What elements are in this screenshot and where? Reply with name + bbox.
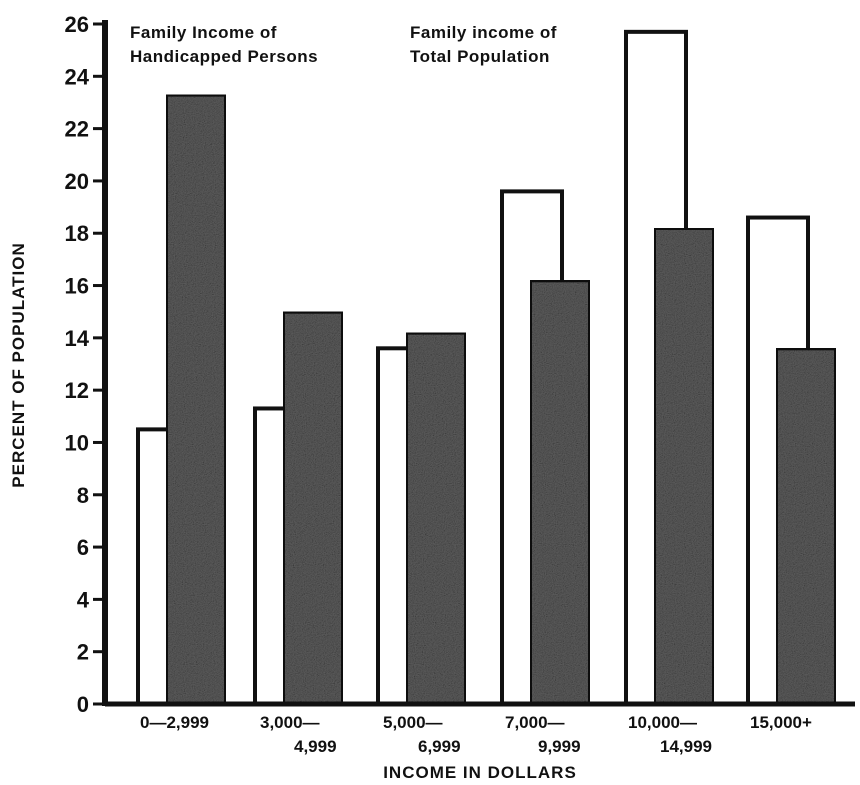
y-tick-label-14: 14: [65, 326, 90, 351]
x-tick-label-2-line2: 6,999: [418, 737, 461, 756]
y-tick-label-8: 8: [77, 483, 89, 508]
bar-handicapped-4: [652, 226, 716, 706]
bar-handicapped-3: [528, 278, 592, 706]
x-tick-label-4-line2: 14,999: [660, 737, 712, 756]
y-tick-label-10: 10: [65, 430, 89, 455]
y-tick-label-18: 18: [65, 221, 89, 246]
bar-handicapped-0: [164, 92, 228, 707]
legend-total-population: Family income of Total Population: [410, 23, 557, 66]
y-tick-label-20: 20: [65, 169, 89, 194]
legend-handicapped: Family Income of Handicapped Persons: [130, 23, 318, 66]
y-tick-label-0: 0: [77, 692, 89, 717]
x-tick-label-0: 0—2,999: [140, 713, 209, 732]
bar-handicapped-1: [281, 309, 345, 706]
x-tick-label-3-line2: 9,999: [538, 737, 581, 756]
x-axis-title: INCOME IN DOLLARS: [383, 763, 577, 782]
y-tick-label-4: 4: [77, 587, 90, 612]
bar-handicapped-5: [774, 346, 838, 706]
y-tick-label-26: 26: [65, 12, 89, 37]
y-tick-label-2: 2: [77, 640, 89, 665]
x-tick-label-5: 15,000+: [750, 713, 812, 732]
x-tick-label-1: 3,000—: [260, 713, 320, 732]
y-tick-label-6: 6: [77, 535, 89, 560]
x-tick-label-4: 10,000—: [628, 713, 697, 732]
y-tick-label-16: 16: [65, 274, 89, 299]
x-tick-label-3: 7,000—: [505, 713, 565, 732]
y-tick-label-12: 12: [65, 378, 89, 403]
x-tick-label-2: 5,000—: [383, 713, 443, 732]
y-tick-label-24: 24: [65, 64, 90, 89]
bar-handicapped-2: [404, 330, 468, 706]
y-axis-title: PERCENT OF POPULATION: [9, 242, 28, 487]
x-tick-label-1-line2: 4,999: [294, 737, 337, 756]
y-tick-label-22: 22: [65, 117, 89, 142]
